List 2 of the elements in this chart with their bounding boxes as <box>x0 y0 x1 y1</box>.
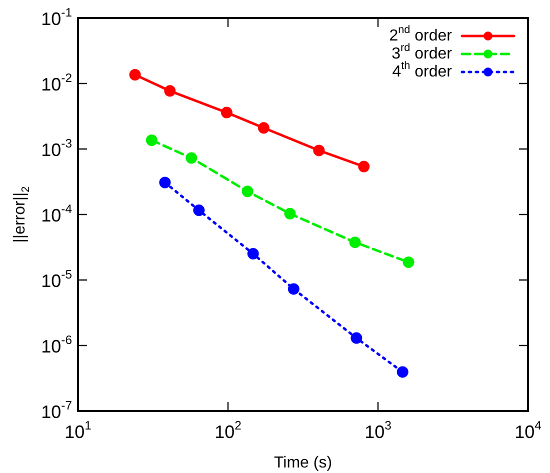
y-axis-title: ||error||2 <box>11 186 32 243</box>
x-axis-title: Time (s) <box>274 454 332 472</box>
